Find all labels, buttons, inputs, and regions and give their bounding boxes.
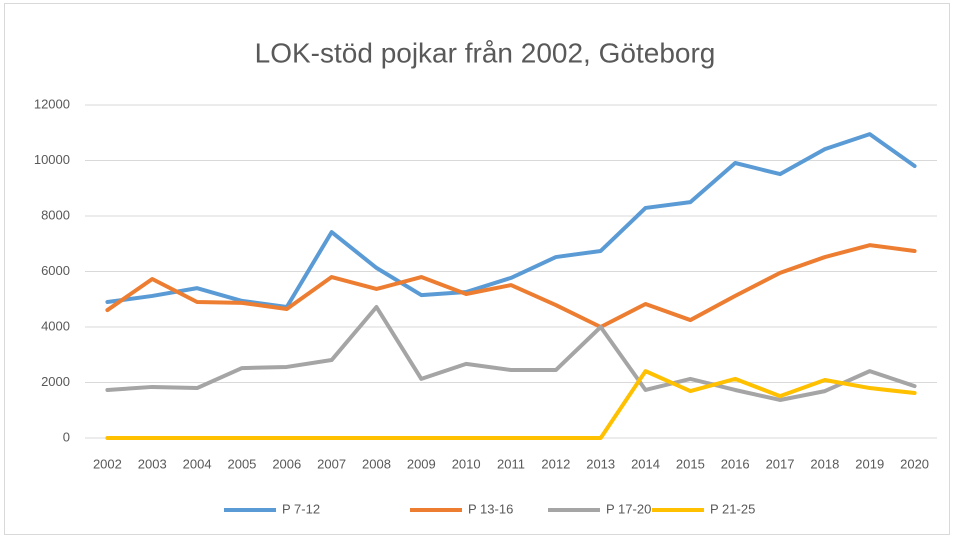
- y-tick-label: 10000: [34, 152, 70, 167]
- x-tick-label: 2009: [407, 456, 436, 471]
- x-tick-label: 2013: [586, 456, 615, 471]
- x-tick-label: 2019: [855, 456, 884, 471]
- x-tick-label: 2004: [183, 456, 212, 471]
- x-tick-label: 2014: [631, 456, 660, 471]
- chart-title: LOK-stöd pojkar från 2002, Göteborg: [255, 37, 716, 68]
- x-tick-label: 2011: [497, 456, 525, 471]
- x-tick-label: 2006: [272, 456, 301, 471]
- y-tick-label: 0: [63, 429, 70, 444]
- x-tick-label: 2008: [362, 456, 391, 471]
- x-tick-label: 2010: [452, 456, 481, 471]
- y-tick-label: 12000: [34, 96, 70, 111]
- x-tick-label: 2003: [138, 456, 167, 471]
- x-tick-label: 2007: [317, 456, 346, 471]
- y-tick-label: 6000: [41, 263, 70, 278]
- x-tick-label: 2005: [227, 456, 256, 471]
- line-series: [105, 305, 917, 402]
- x-tick-label: 2018: [810, 456, 839, 471]
- legend-label: P 17-20: [606, 501, 651, 516]
- x-tick-label: 2020: [900, 456, 929, 471]
- legend-label: P 13-16: [468, 501, 513, 516]
- y-tick-label: 8000: [41, 207, 70, 222]
- x-tick-label: 2015: [676, 456, 705, 471]
- y-tick-label: 2000: [41, 374, 70, 389]
- legend-label: P 21-25: [710, 501, 755, 516]
- x-tick-label: 2012: [541, 456, 570, 471]
- x-tick-label: 2017: [766, 456, 795, 471]
- chart-border: [4, 3, 950, 535]
- y-tick-label: 4000: [41, 318, 70, 333]
- line-series: [105, 243, 917, 329]
- legend-label: P 7-12: [282, 501, 320, 516]
- x-tick-label: 2016: [721, 456, 750, 471]
- line-series: [105, 369, 917, 440]
- x-tick-label: 2002: [93, 456, 122, 471]
